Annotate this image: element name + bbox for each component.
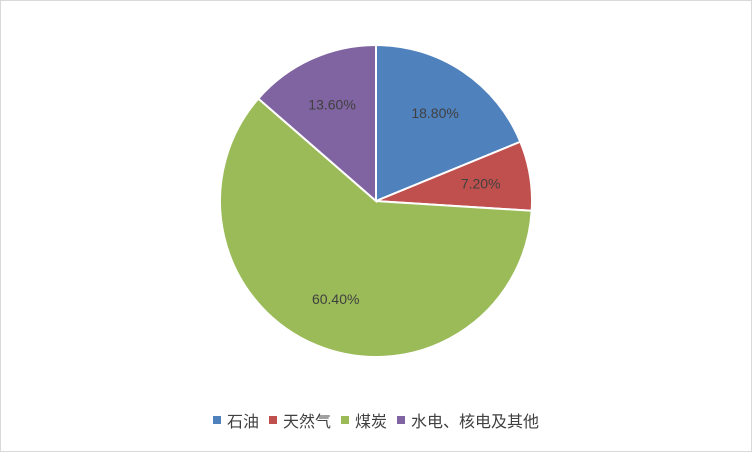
- pie-slice-2: [219, 97, 533, 358]
- legend-swatch-3: [397, 416, 406, 424]
- legend-label-1: 天然气: [282, 412, 331, 431]
- data-label-1: 7.20%: [461, 176, 501, 192]
- legend-label-3: 水电、核电及其他: [411, 412, 540, 431]
- legend-label-2: 煤炭: [355, 412, 388, 431]
- pie-slices: [219, 43, 533, 358]
- legend: 石油 天然气 煤炭 水电、核电及其他: [0, 408, 752, 432]
- legend-item-1: 天然气: [268, 408, 331, 432]
- legend-swatch-0: [212, 416, 221, 424]
- legend-swatch-2: [341, 416, 349, 424]
- pie-slice-0: [375, 43, 522, 203]
- data-labels: 18.80% 7.20% 60.40% 13.60%: [308, 96, 500, 307]
- data-label-3: 13.60%: [308, 96, 355, 112]
- legend-swatch-1: [268, 416, 277, 424]
- data-label-0: 18.80%: [411, 105, 458, 121]
- legend-item-3: 水电、核电及其他: [397, 408, 539, 432]
- data-label-2: 60.40%: [312, 291, 359, 307]
- legend-item-2: 煤炭: [341, 408, 387, 432]
- legend-item-0: 石油: [212, 408, 259, 432]
- legend-label-0: 石油: [226, 412, 259, 431]
- pie-slice-3: [256, 43, 377, 204]
